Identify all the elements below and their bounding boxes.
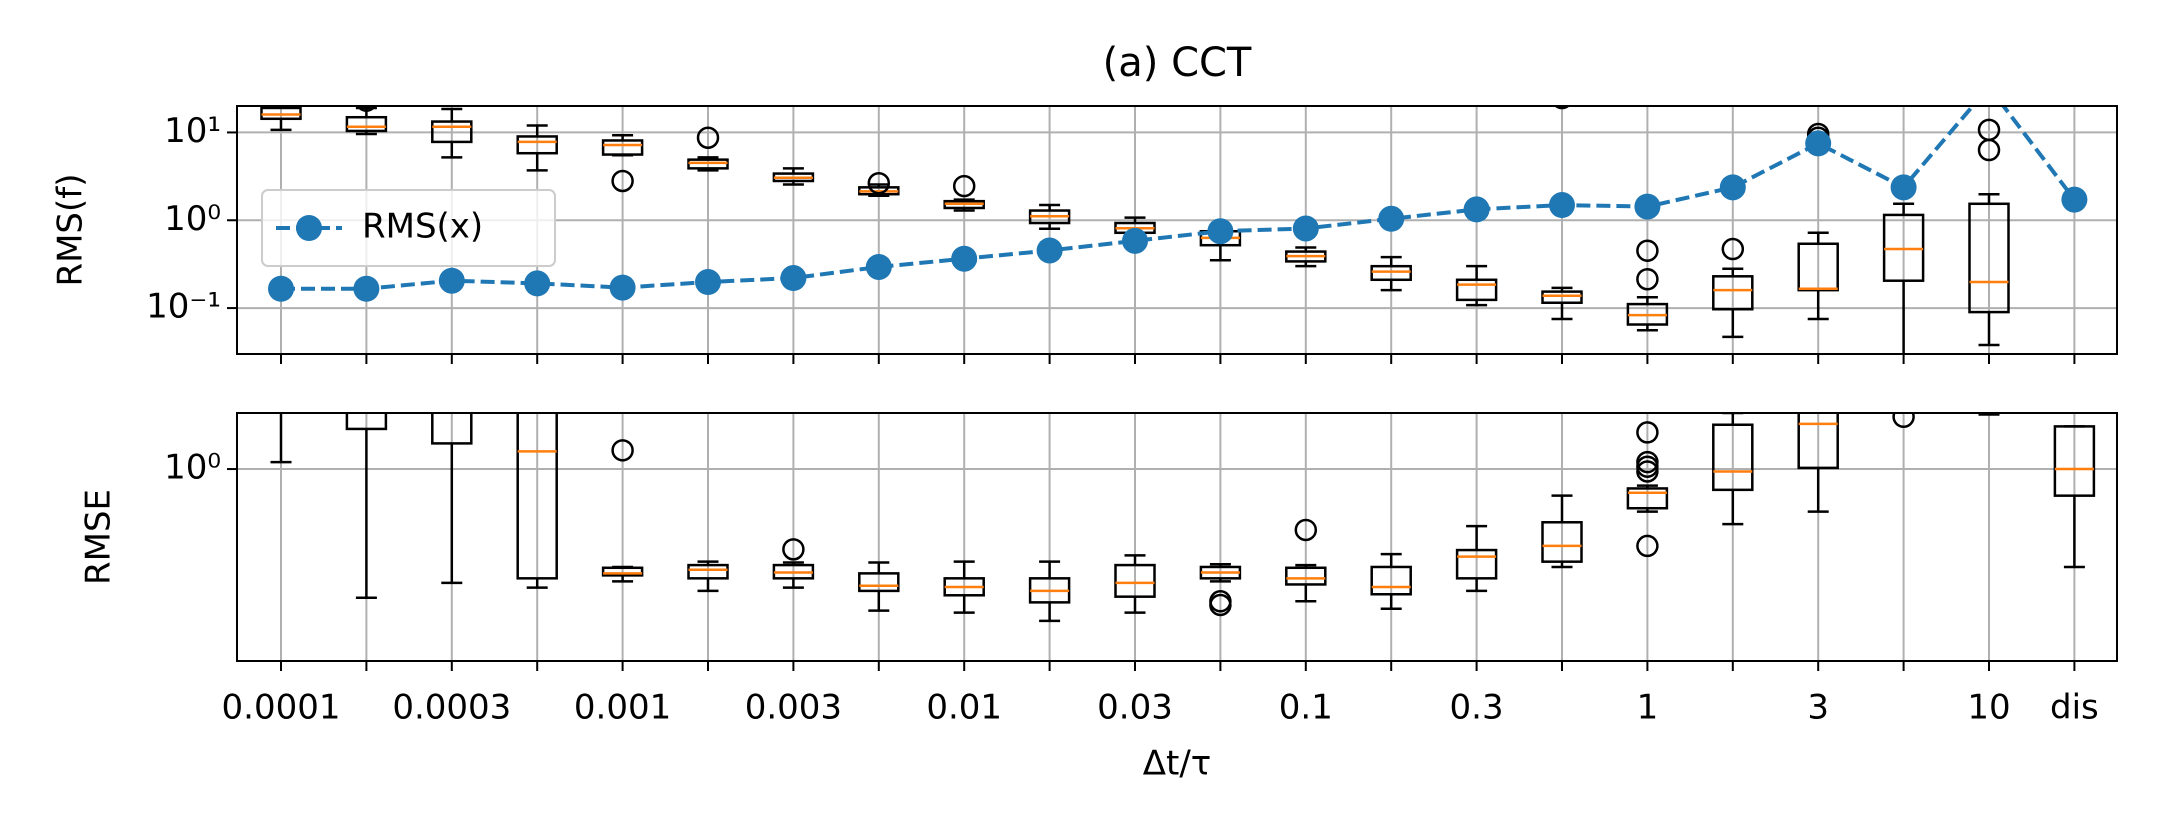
series-point (951, 245, 978, 272)
x-tick-label: 0.1 (1279, 688, 1333, 728)
x-axis-label: Δt/τ (1143, 744, 1212, 784)
box (2053, 425, 2096, 497)
box (1797, 413, 1839, 470)
box (516, 135, 558, 155)
box (345, 413, 388, 431)
outlier (1636, 239, 1659, 262)
box (1455, 548, 1498, 580)
outlier (611, 439, 634, 462)
outlier (696, 126, 720, 149)
outlier (1636, 534, 1659, 558)
series-point (1292, 215, 1319, 242)
box (687, 563, 729, 580)
x-tick-label: 0.0003 (392, 688, 511, 728)
series-point (780, 265, 807, 292)
x-tick-label: 0.001 (574, 688, 671, 728)
outlier (1636, 455, 1659, 478)
x-tick-label: 0.3 (1450, 688, 1504, 728)
y-tick-label: 10¹ (164, 111, 221, 151)
series-point (1719, 174, 1746, 201)
box (1626, 487, 1669, 510)
series-point (1122, 227, 1148, 254)
outlier (1892, 413, 1915, 429)
series-point (524, 270, 551, 297)
box (1114, 563, 1156, 598)
outlier (611, 169, 634, 193)
x-tick-label: 3 (1807, 688, 1829, 728)
series-point (1976, 74, 2002, 100)
legend-box (261, 189, 556, 267)
series-point (268, 275, 294, 302)
series-point (695, 269, 721, 296)
series-point (1634, 193, 1661, 220)
series-point (609, 274, 636, 301)
series-point (1378, 205, 1405, 232)
box (1712, 275, 1754, 311)
outlier (1721, 237, 1745, 261)
box (1797, 242, 1839, 292)
y-tick-label: 10⁰ (164, 448, 221, 488)
box (1541, 521, 1583, 563)
legend-marker (296, 215, 322, 241)
box (1968, 202, 2010, 314)
outlier (1636, 421, 1659, 444)
plot-area (260, 74, 2088, 354)
box (601, 566, 644, 577)
axes-frame (236, 105, 2118, 355)
x-tick-label: dis (2050, 688, 2099, 728)
series-point (865, 253, 892, 280)
outlier (1209, 593, 1232, 617)
series-point (1805, 130, 1832, 157)
legend-label: RMS(x) (362, 207, 483, 247)
outlier (1553, 106, 1571, 110)
series-point (1890, 174, 1917, 201)
series-point (438, 267, 465, 294)
box (431, 120, 473, 144)
x-tick-label: 0.03 (1097, 688, 1173, 728)
box (516, 413, 558, 580)
outlier (1294, 518, 1318, 542)
plot-area (270, 413, 2096, 623)
box (1712, 423, 1754, 492)
series-point (2061, 186, 2088, 213)
box (601, 139, 644, 156)
x-tick-label: 10 (1967, 688, 2010, 728)
x-tick-label: 0.01 (926, 688, 1002, 728)
outlier (356, 106, 377, 112)
y-axis-label: RMSE (79, 489, 119, 585)
series-point (1036, 237, 1063, 264)
x-tick-label: 1 (1637, 688, 1659, 728)
y-tick-label: 10⁻¹ (146, 287, 221, 327)
axes-frame (236, 412, 2118, 662)
outlier (867, 171, 891, 195)
outlier (1977, 138, 2001, 162)
series-line (281, 106, 2076, 291)
box (1370, 565, 1412, 596)
outlier (1636, 267, 1659, 291)
outlier (952, 174, 976, 198)
box (345, 115, 388, 133)
box (858, 572, 900, 593)
box (431, 413, 473, 445)
chart-title: (a) CCT (1103, 40, 1252, 86)
box (1285, 566, 1327, 586)
series-point (353, 275, 380, 302)
series-point (1549, 192, 1575, 219)
box (1370, 264, 1412, 282)
series-point (1463, 196, 1490, 223)
series-point (1207, 218, 1234, 245)
x-tick-label: 0.003 (745, 688, 842, 728)
box (1541, 290, 1583, 304)
outlier (782, 538, 805, 561)
box (1455, 278, 1498, 302)
x-tick-label: 0.0001 (222, 688, 341, 728)
y-tick-label: 10⁰ (164, 199, 221, 239)
y-axis-label: RMS(f) (51, 173, 91, 286)
